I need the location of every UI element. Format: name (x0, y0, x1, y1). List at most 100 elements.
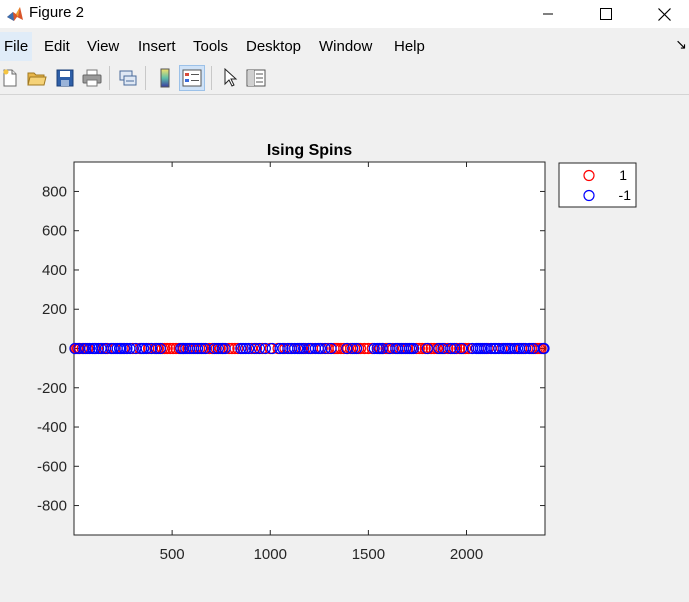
spin-down-point (180, 342, 192, 355)
spin-down-point (266, 342, 278, 355)
spin-down-point (195, 342, 208, 355)
spin-down-point (519, 342, 531, 355)
y-tick-label: -200 (37, 380, 67, 397)
spin-down-point (237, 342, 249, 355)
spin-down-point (240, 342, 252, 355)
spin-down-point (368, 342, 380, 355)
menu-insert[interactable]: Insert (138, 38, 176, 55)
spin-down-point (433, 342, 445, 355)
spin-up-point (459, 342, 472, 355)
spin-down-point (121, 342, 133, 355)
legend-icon (182, 69, 202, 87)
open-file-button[interactable] (24, 65, 50, 91)
spin-up-point (387, 342, 399, 355)
spin-down-point (407, 342, 420, 355)
spin-up-point (428, 342, 440, 355)
spin-down-point (373, 342, 385, 355)
maximize-button[interactable] (583, 0, 629, 28)
spin-down-point (314, 342, 326, 355)
spin-up-point (246, 342, 258, 355)
menu-bar: File Edit View Insert Tools Desktop Wind… (0, 32, 689, 61)
ising-spins-plot[interactable]: 500 1000 1500 2000 8006004002000-200-400-60… (0, 95, 689, 597)
menu-tools[interactable]: Tools (193, 38, 229, 55)
edit-plot-button[interactable] (217, 65, 243, 91)
spin-down-point (449, 342, 461, 355)
matlab-logo-icon (6, 5, 24, 23)
spin-up-point (354, 342, 367, 355)
legend[interactable]: 1 -1 (558, 162, 637, 208)
figure-toolbar (0, 62, 689, 95)
spin-down-point (84, 342, 96, 355)
spin-down-point (145, 342, 158, 355)
spin-up-point (159, 342, 171, 355)
colorbar-icon (160, 68, 170, 88)
spin-down-point (286, 342, 298, 355)
y-tick-label: 600 (42, 223, 67, 240)
spin-down-point (294, 342, 306, 355)
print-button[interactable] (79, 65, 105, 91)
spin-up-point (338, 342, 350, 355)
legend-label-spin-down: -1 (619, 187, 632, 203)
spin-down-point (493, 342, 505, 355)
spin-up-point (362, 342, 374, 355)
new-figure-button[interactable] (0, 65, 23, 91)
menu-view[interactable]: View (87, 38, 120, 55)
save-icon (56, 69, 74, 87)
y-tick-label: -600 (37, 458, 67, 475)
spin-down-point (485, 342, 497, 355)
colorbar-button[interactable] (152, 65, 178, 91)
spin-down-point (508, 342, 521, 355)
menu-file[interactable]: File (0, 32, 33, 61)
spin-down-point (199, 342, 212, 355)
minimize-icon (543, 13, 553, 15)
minimize-button[interactable] (525, 0, 571, 28)
link-plot-button[interactable] (115, 65, 141, 91)
save-button[interactable] (52, 65, 78, 91)
menu-edit[interactable]: Edit (44, 38, 70, 55)
toolbar-separator (211, 66, 212, 90)
x-tick-label: 500 (160, 546, 185, 563)
spin-up-point (223, 342, 235, 355)
spin-down-point (124, 342, 136, 355)
property-inspector-button[interactable] (243, 65, 269, 91)
spin-down-point (445, 342, 457, 355)
toolbar-separator (145, 66, 146, 90)
spin-up-point (410, 342, 423, 355)
x-tick-label: 1000 (254, 546, 287, 563)
figure-canvas: 500 1000 1500 2000 800 600 400 200 0 -200 -400 -60… (0, 95, 689, 597)
spin-down-point (376, 342, 388, 355)
spin-down-point (277, 342, 289, 355)
y-tick-label: 0 (59, 341, 67, 358)
spin-down-point (107, 342, 119, 355)
spin-down-point (192, 342, 204, 355)
spin-down-point (115, 342, 127, 355)
spin-down-point (150, 342, 163, 355)
legend-button[interactable] (179, 65, 205, 91)
spin-down-point (274, 342, 286, 355)
close-button[interactable] (641, 0, 687, 28)
spin-down-point (92, 342, 105, 355)
spin-down-point (73, 342, 85, 355)
new-figure-icon (3, 69, 17, 87)
spin-down-point (351, 342, 363, 355)
spin-down-point (384, 342, 396, 355)
spin-down-point (154, 342, 166, 355)
spin-down-point (523, 342, 535, 355)
spin-up-point (442, 342, 454, 355)
menu-desktop[interactable]: Desktop (246, 38, 302, 55)
y-tick-label: -800 (37, 498, 67, 515)
dock-arrow-icon[interactable]: ↘ (675, 36, 687, 52)
menu-window[interactable]: Window (319, 38, 373, 55)
edit-plot-icon (224, 68, 238, 87)
spin-down-point (400, 342, 412, 355)
spin-down-point (243, 342, 255, 355)
spin-down-point (289, 342, 301, 355)
chart-title: Ising Spins (267, 142, 352, 159)
menu-help[interactable]: Help (394, 38, 425, 55)
spin-down-point (177, 342, 189, 355)
legend-marker-spin-up (583, 169, 595, 182)
spin-down-point (89, 342, 101, 355)
spin-down-point (538, 342, 550, 355)
legend-box[interactable] (558, 162, 637, 208)
spin-down-point (347, 342, 359, 355)
